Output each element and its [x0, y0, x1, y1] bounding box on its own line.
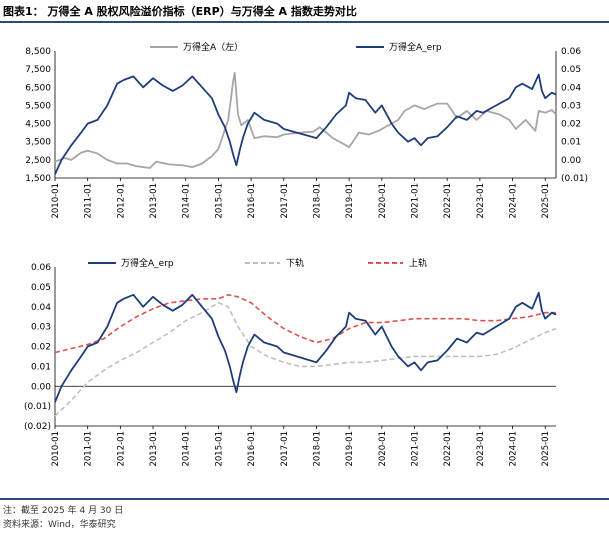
x-tick-label: 2019-01 [345, 183, 355, 219]
bottom-rule [0, 498, 609, 500]
y-right-tick-label: 0.00 [561, 156, 581, 166]
y-left-tick-label: 1,500 [25, 174, 51, 184]
footnote: 注：截至 2025 年 4 月 30 日 [3, 506, 124, 516]
chart-erp-vs-index: 1,500 2,500 3,500 4,500 5,500 6,500 7,500 8,500… [25, 41, 588, 219]
x-tick-label: 2021-01 [410, 431, 420, 467]
y-tick-label: 0.00 [31, 382, 51, 392]
legend-label-erp: 万得全A_erp [121, 257, 174, 269]
y-left-tick-label: 5,500 [25, 101, 51, 111]
x-tick-label: 2023-01 [476, 183, 486, 219]
x-tick-label: 2017-01 [280, 431, 290, 467]
y-tick-label: 0.01 [31, 362, 51, 372]
y-tick-label: 0.05 [31, 283, 51, 293]
x-tick-label: 2012-01 [116, 431, 126, 467]
x-tick-label: 2013-01 [149, 183, 159, 219]
y-right-tick-label: 0.04 [561, 83, 581, 93]
legend-label-upper: 上轨 [409, 257, 427, 269]
x-tick-label: 2024-01 [509, 431, 519, 467]
y-left-tick-label: 2,500 [25, 156, 51, 166]
x-tick-label: 2020-01 [378, 431, 388, 467]
legend-label-index: 万得全A（左） [183, 41, 243, 53]
x-tick-label: 2015-01 [214, 431, 224, 467]
x-tick-label: 2011-01 [84, 431, 94, 467]
x-tick-label: 2021-01 [410, 183, 420, 219]
y-left-tick-label: 7,500 [25, 65, 51, 75]
x-tick-label: 2013-01 [149, 431, 159, 467]
x-tick-label: 2025-01 [541, 183, 551, 219]
figure-title: 图表1： 万得全 A 股权风险溢价指标（ERP）与万得全 A 指数走势对比 [3, 5, 357, 18]
y-tick-label: (0.02) [24, 422, 51, 432]
y-right-tick-label: 0.03 [561, 101, 581, 111]
legend-label-erp: 万得全A_erp [389, 41, 442, 53]
x-tick-label: 2010-01 [51, 431, 61, 467]
y-left-tick-label: 8,500 [25, 47, 51, 57]
series-line-wind-a-erp [54, 73, 557, 175]
x-tick-label: 2019-01 [345, 431, 355, 467]
x-tick-label: 2016-01 [247, 183, 257, 219]
series-line-upper-band [54, 293, 556, 354]
top-rule [0, 21, 609, 23]
series-line-erp [54, 291, 557, 403]
y-tick-label: 0.04 [31, 303, 51, 313]
y-tick-label: (0.01) [24, 402, 51, 412]
y-right-tick-label: 0.06 [561, 47, 581, 57]
x-tick-label: 2024-01 [509, 183, 519, 219]
x-tick-label: 2018-01 [312, 431, 322, 467]
y-left-tick-label: 3,500 [25, 138, 51, 148]
x-tick-label: 2015-01 [214, 183, 224, 219]
x-tick-label: 2010-01 [51, 183, 61, 219]
y-right-tick-label: 0.05 [561, 65, 581, 75]
chart-erp-bands: (0.02) (0.01) 0.00 0.01 0.02 0.03 0.04 0.05 0.06… [24, 257, 557, 467]
x-tick-label: 2016-01 [247, 431, 257, 467]
source-note: 资料来源：Wind，华泰研究 [3, 520, 116, 530]
series-line-wind-a-index [54, 71, 557, 169]
x-tick-label: 2022-01 [443, 431, 453, 467]
y-tick-label: 0.02 [31, 343, 51, 353]
x-tick-label: 2022-01 [443, 183, 453, 219]
x-tick-label: 2014-01 [182, 431, 192, 467]
y-left-tick-label: 6,500 [25, 83, 51, 93]
y-tick-label: 0.06 [31, 263, 51, 273]
legend-label-lower: 下轨 [286, 257, 304, 269]
x-tick-label: 2023-01 [476, 431, 486, 467]
x-tick-label: 2018-01 [312, 183, 322, 219]
y-right-tick-label: 0.01 [561, 138, 581, 148]
x-tick-label: 2020-01 [378, 183, 388, 219]
x-tick-label: 2025-01 [541, 431, 551, 467]
y-right-tick-label: 0.02 [561, 120, 581, 130]
y-left-tick-label: 4,500 [25, 120, 51, 130]
x-tick-label: 2012-01 [116, 183, 126, 219]
x-tick-label: 2017-01 [280, 183, 290, 219]
x-tick-label: 2014-01 [182, 183, 192, 219]
x-tick-label: 2011-01 [84, 183, 94, 219]
y-tick-label: 0.03 [31, 323, 51, 333]
y-right-tick-label: (0.01) [561, 174, 588, 184]
